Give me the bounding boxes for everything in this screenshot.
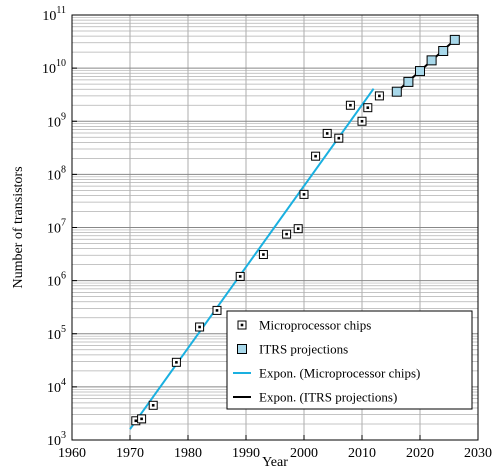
x-tick-label: 2030 xyxy=(464,446,492,461)
marker-dot xyxy=(325,132,329,135)
y-tick-label: 108 xyxy=(47,164,66,183)
marker-dot xyxy=(366,106,370,109)
legend: Microprocessor chips ITRS projections Expo… xyxy=(226,310,473,410)
itrs-point xyxy=(426,55,437,66)
marker-dot xyxy=(262,253,265,256)
y-axis-title: Number of transistors xyxy=(11,166,26,288)
marker-dot xyxy=(285,232,288,236)
legend-item: Expon. (ITRS projections) xyxy=(233,390,397,405)
marker-dot xyxy=(215,309,219,312)
chip-point xyxy=(235,271,245,281)
marker-dot xyxy=(349,103,352,107)
marker-dot xyxy=(296,227,300,230)
chip-point xyxy=(374,91,384,101)
marker-dot xyxy=(302,193,306,196)
chip-point xyxy=(293,224,303,234)
itrs-point xyxy=(403,76,414,87)
legend-label: Expon. (Microprocessor chips) xyxy=(259,366,420,381)
legend-item: ITRS projections xyxy=(237,342,348,357)
x-axis-title: Year xyxy=(262,455,288,470)
chip-point xyxy=(258,250,268,260)
marker-dot xyxy=(360,119,364,123)
marker-dot xyxy=(175,361,178,364)
chip-point xyxy=(137,414,147,424)
marker-dot xyxy=(140,417,143,421)
itrs-point xyxy=(438,46,449,57)
data-markers xyxy=(131,34,460,426)
x-tick-label: 1970 xyxy=(116,446,144,461)
chip-point xyxy=(148,400,158,410)
marker-dot xyxy=(134,419,138,423)
y-tick-label: 109 xyxy=(47,111,66,130)
marker-dot xyxy=(198,325,201,329)
itrs-point xyxy=(449,34,460,45)
legend-item: Expon. (Microprocessor chips) xyxy=(233,366,420,381)
marker-dot xyxy=(337,136,341,140)
chip-point xyxy=(195,322,205,332)
x-tick-label: 2020 xyxy=(406,446,434,461)
x-tick-label: 1980 xyxy=(174,446,202,461)
itrs-point xyxy=(391,86,402,97)
legend-swatch-marker xyxy=(237,344,247,354)
legend-item: Microprocessor chips xyxy=(237,318,371,333)
chip-point xyxy=(299,189,309,199)
y-tick-label: 107 xyxy=(47,218,66,237)
x-tick-label: 2000 xyxy=(290,446,318,461)
legend-label: ITRS projections xyxy=(259,342,348,357)
legend-swatch-marker xyxy=(237,320,247,330)
trend-line xyxy=(129,88,375,430)
chip-point xyxy=(212,305,222,315)
chip-point xyxy=(282,229,292,239)
y-tick-label: 105 xyxy=(47,324,66,343)
x-tick-label: 1990 xyxy=(232,446,260,461)
marker-dot xyxy=(314,154,317,158)
chip-point xyxy=(345,100,355,110)
legend-label: Microprocessor chips xyxy=(259,318,371,333)
y-tick-label: 104 xyxy=(47,377,66,396)
chip-point xyxy=(357,116,367,126)
y-tick-label: 106 xyxy=(47,271,66,290)
marker-dot xyxy=(151,403,155,407)
chip-point xyxy=(363,103,373,113)
marker-dot xyxy=(238,275,242,278)
y-tick-label: 1011 xyxy=(42,5,66,24)
x-tick-label: 2010 xyxy=(348,446,376,461)
y-tick-label: 1010 xyxy=(42,58,66,77)
marker-dot xyxy=(240,323,244,327)
x-tick-label: 1960 xyxy=(58,446,86,461)
chip-point xyxy=(322,128,332,138)
legend-box xyxy=(226,310,473,410)
chip-point xyxy=(171,357,181,367)
chip-point xyxy=(334,133,344,143)
marker-dot xyxy=(378,94,381,98)
legend-label: Expon. (ITRS projections) xyxy=(259,390,397,405)
chip-point xyxy=(311,151,321,161)
itrs-point xyxy=(415,66,425,77)
